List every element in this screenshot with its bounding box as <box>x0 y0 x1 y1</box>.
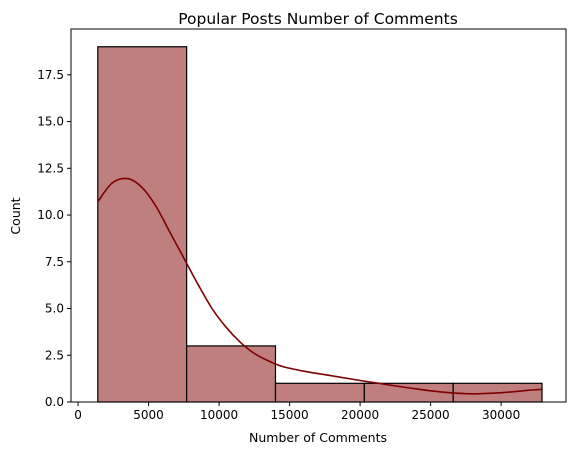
y-axis-ticks: 0.0 2.5 5.0 7.5 10.0 12.5 15.0 17.5 <box>37 68 71 409</box>
y-tick-label: 12.5 <box>37 161 64 175</box>
histogram-bar-4 <box>363 382 454 403</box>
x-tick-label: 20000 <box>341 408 379 422</box>
x-tick-label: 30000 <box>482 408 520 422</box>
chart-title: Popular Posts Number of Comments <box>178 10 458 28</box>
histogram-bar-3 <box>274 382 365 403</box>
y-axis-label: Count <box>8 197 23 234</box>
y-tick-label: 15.0 <box>37 115 64 129</box>
y-tick-label: 10.0 <box>37 208 64 222</box>
x-tick-label: 5000 <box>133 408 164 422</box>
y-tick-label: 0.0 <box>45 395 64 409</box>
y-tick-label: 2.5 <box>45 348 64 362</box>
y-tick-label: 7.5 <box>45 255 64 269</box>
histogram-bars <box>97 46 543 403</box>
x-tick-label: 15000 <box>270 408 308 422</box>
histogram-bar-1 <box>97 46 188 403</box>
x-tick-label: 25000 <box>412 408 450 422</box>
x-axis-label: Number of Comments <box>249 430 387 445</box>
x-tick-label: 10000 <box>200 408 238 422</box>
y-tick-label: 17.5 <box>37 68 64 82</box>
y-tick-label: 5.0 <box>45 302 64 316</box>
x-axis-ticks: 0 5000 10000 15000 20000 25000 30000 <box>74 402 520 422</box>
kde-curve-group <box>97 177 543 395</box>
histogram-bar-2 <box>186 345 277 403</box>
kde-line <box>97 177 543 395</box>
x-tick-label: 0 <box>74 408 82 422</box>
plot-frame <box>70 28 567 403</box>
